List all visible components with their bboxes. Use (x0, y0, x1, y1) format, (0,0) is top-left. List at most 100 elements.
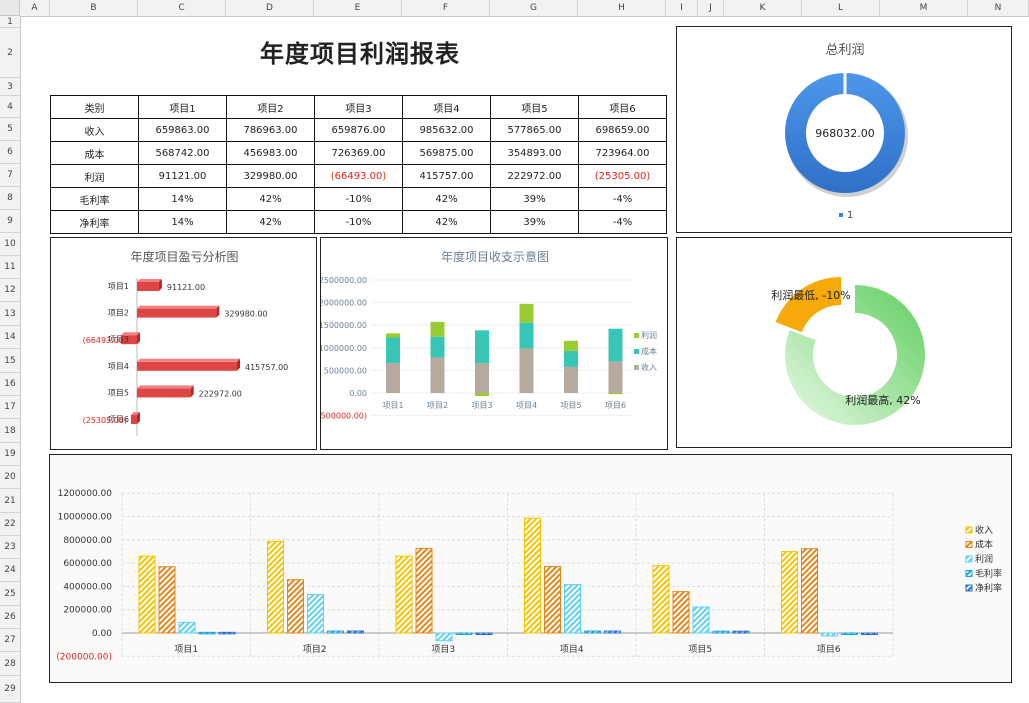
table-cell[interactable]: -10% (314, 187, 403, 211)
row-header-5[interactable]: 5 (0, 118, 20, 141)
row-header-11[interactable]: 11 (0, 256, 20, 279)
row-label-cell[interactable]: 净利率 (50, 210, 139, 234)
row-header-22[interactable]: 22 (0, 513, 20, 536)
row-header-13[interactable]: 13 (0, 302, 20, 326)
table-cell[interactable]: 698659.00 (578, 118, 667, 142)
row-header-25[interactable]: 25 (0, 582, 20, 606)
legend-swatch (965, 570, 973, 577)
row-header-21[interactable]: 21 (0, 489, 20, 513)
column-header-M[interactable]: M (880, 0, 968, 16)
table-cell[interactable]: 659863.00 (138, 118, 227, 142)
legend-swatch (965, 526, 973, 534)
table-cell[interactable]: 985632.00 (402, 118, 491, 142)
row-header-18[interactable]: 18 (0, 419, 20, 443)
table-header-cell[interactable]: 项目2 (226, 95, 315, 119)
column-header-E[interactable]: E (314, 0, 402, 16)
table-cell[interactable]: 568742.00 (138, 141, 227, 165)
cluster-bar (198, 631, 216, 635)
column-header-N[interactable]: N (968, 0, 1029, 16)
table-cell[interactable]: 91121.00 (138, 164, 227, 188)
row-header-20[interactable]: 20 (0, 466, 20, 489)
table-cell[interactable]: -10% (314, 210, 403, 234)
row-header-28[interactable]: 28 (0, 652, 20, 676)
stacked-bar-segment (386, 363, 400, 393)
table-cell[interactable]: 577865.00 (490, 118, 579, 142)
row-header-12[interactable]: 12 (0, 279, 20, 302)
row-header-6[interactable]: 6 (0, 141, 20, 164)
table-cell[interactable]: 354893.00 (490, 141, 579, 165)
table-header-cell[interactable]: 项目6 (578, 95, 667, 119)
row-header-24[interactable]: 24 (0, 559, 20, 582)
table-cell[interactable]: 39% (490, 210, 579, 234)
row-header-14[interactable]: 14 (0, 326, 20, 349)
overview-panel[interactable]: 1200000.00 1000000.00 800000.00 600000.00 40… (49, 454, 1012, 683)
row-header-1[interactable]: 1 (0, 16, 20, 28)
column-header-B[interactable]: B (50, 0, 138, 16)
table-header-cell[interactable]: 项目1 (138, 95, 227, 119)
bar-side (158, 279, 162, 291)
row-header-7[interactable]: 7 (0, 164, 20, 187)
table-header-cell[interactable]: 项目5 (490, 95, 579, 119)
row-label-cell[interactable]: 毛利率 (50, 187, 139, 211)
row-header-8[interactable]: 8 (0, 187, 20, 210)
row-header-16[interactable]: 16 (0, 373, 20, 396)
table-cell[interactable]: 14% (138, 210, 227, 234)
table-cell[interactable]: (66493.00) (314, 164, 403, 188)
table-cell[interactable]: 42% (226, 210, 315, 234)
row-header-23[interactable]: 23 (0, 536, 20, 559)
table-cell[interactable]: 456983.00 (226, 141, 315, 165)
row-header-3[interactable]: 3 (0, 78, 20, 96)
column-header-I[interactable]: I (666, 0, 698, 16)
column-header-F[interactable]: F (402, 0, 490, 16)
table-cell[interactable]: 726369.00 (314, 141, 403, 165)
row-header-19[interactable]: 19 (0, 443, 20, 466)
table-header-cell[interactable]: 项目4 (402, 95, 491, 119)
column-header-L[interactable]: L (802, 0, 880, 16)
row-label-cell[interactable]: 利润 (50, 164, 139, 188)
row-header-9[interactable]: 9 (0, 210, 20, 233)
row-header-4[interactable]: 4 (0, 96, 20, 118)
y-tick-label: (200000.00) (56, 652, 112, 662)
margin-donut-panel[interactable]: 利润最低, -10% 利润最高, 42% (676, 237, 1012, 448)
row-header-10[interactable]: 10 (0, 233, 20, 256)
income-expense-panel[interactable]: 年度项目收支示意图 2500000.00 2000000.00 1500000.00… (320, 237, 668, 450)
column-header-K[interactable]: K (724, 0, 802, 16)
total-profit-panel[interactable]: 总利润 968032.00 1 (676, 26, 1012, 233)
column-header-H[interactable]: H (578, 0, 666, 16)
table-cell[interactable]: -4% (578, 187, 667, 211)
row-header-26[interactable]: 26 (0, 606, 20, 629)
table-cell[interactable]: 659876.00 (314, 118, 403, 142)
table-cell[interactable]: 569875.00 (402, 141, 491, 165)
table-cell[interactable]: 723964.00 (578, 141, 667, 165)
table-cell[interactable]: (25305.00) (578, 164, 667, 188)
column-header-G[interactable]: G (490, 0, 578, 16)
table-cell[interactable]: -4% (578, 210, 667, 234)
row-header-29[interactable]: 29 (0, 676, 20, 703)
table-cell[interactable]: 42% (402, 187, 491, 211)
table-cell[interactable]: 222972.00 (490, 164, 579, 188)
row-header-27[interactable]: 27 (0, 629, 20, 652)
row-header-2[interactable]: 2 (0, 28, 20, 78)
column-header-J[interactable]: J (698, 0, 724, 16)
column-header-D[interactable]: D (226, 0, 314, 16)
table-header-cell[interactable]: 类别 (50, 95, 139, 119)
margin-donut-chart: 利润最低, -10% 利润最高, 42% (771, 277, 925, 425)
table-cell[interactable]: 42% (226, 187, 315, 211)
table-cell[interactable]: 42% (402, 210, 491, 234)
select-all-corner[interactable] (0, 0, 20, 16)
table-header-cell[interactable]: 项目3 (314, 95, 403, 119)
table-cell[interactable]: 786963.00 (226, 118, 315, 142)
table-cell[interactable]: 329980.00 (226, 164, 315, 188)
table-row: 利润 91121.00 329980.00 (66493.00) 415757.00 22… (50, 164, 667, 188)
table-cell[interactable]: 39% (490, 187, 579, 211)
row-label-cell[interactable]: 成本 (50, 141, 139, 165)
stacked-bar-segment (430, 357, 445, 393)
row-header-15[interactable]: 15 (0, 349, 20, 373)
table-cell[interactable]: 14% (138, 187, 227, 211)
table-cell[interactable]: 415757.00 (402, 164, 491, 188)
column-header-A[interactable]: A (20, 0, 50, 16)
row-label-cell[interactable]: 收入 (50, 118, 139, 142)
row-header-17[interactable]: 17 (0, 396, 20, 419)
profit-loss-panel[interactable]: 年度项目盈亏分析图 项目1 91121.00 项目2 329980.00 项目3 (664… (50, 237, 317, 450)
column-header-C[interactable]: C (138, 0, 226, 16)
